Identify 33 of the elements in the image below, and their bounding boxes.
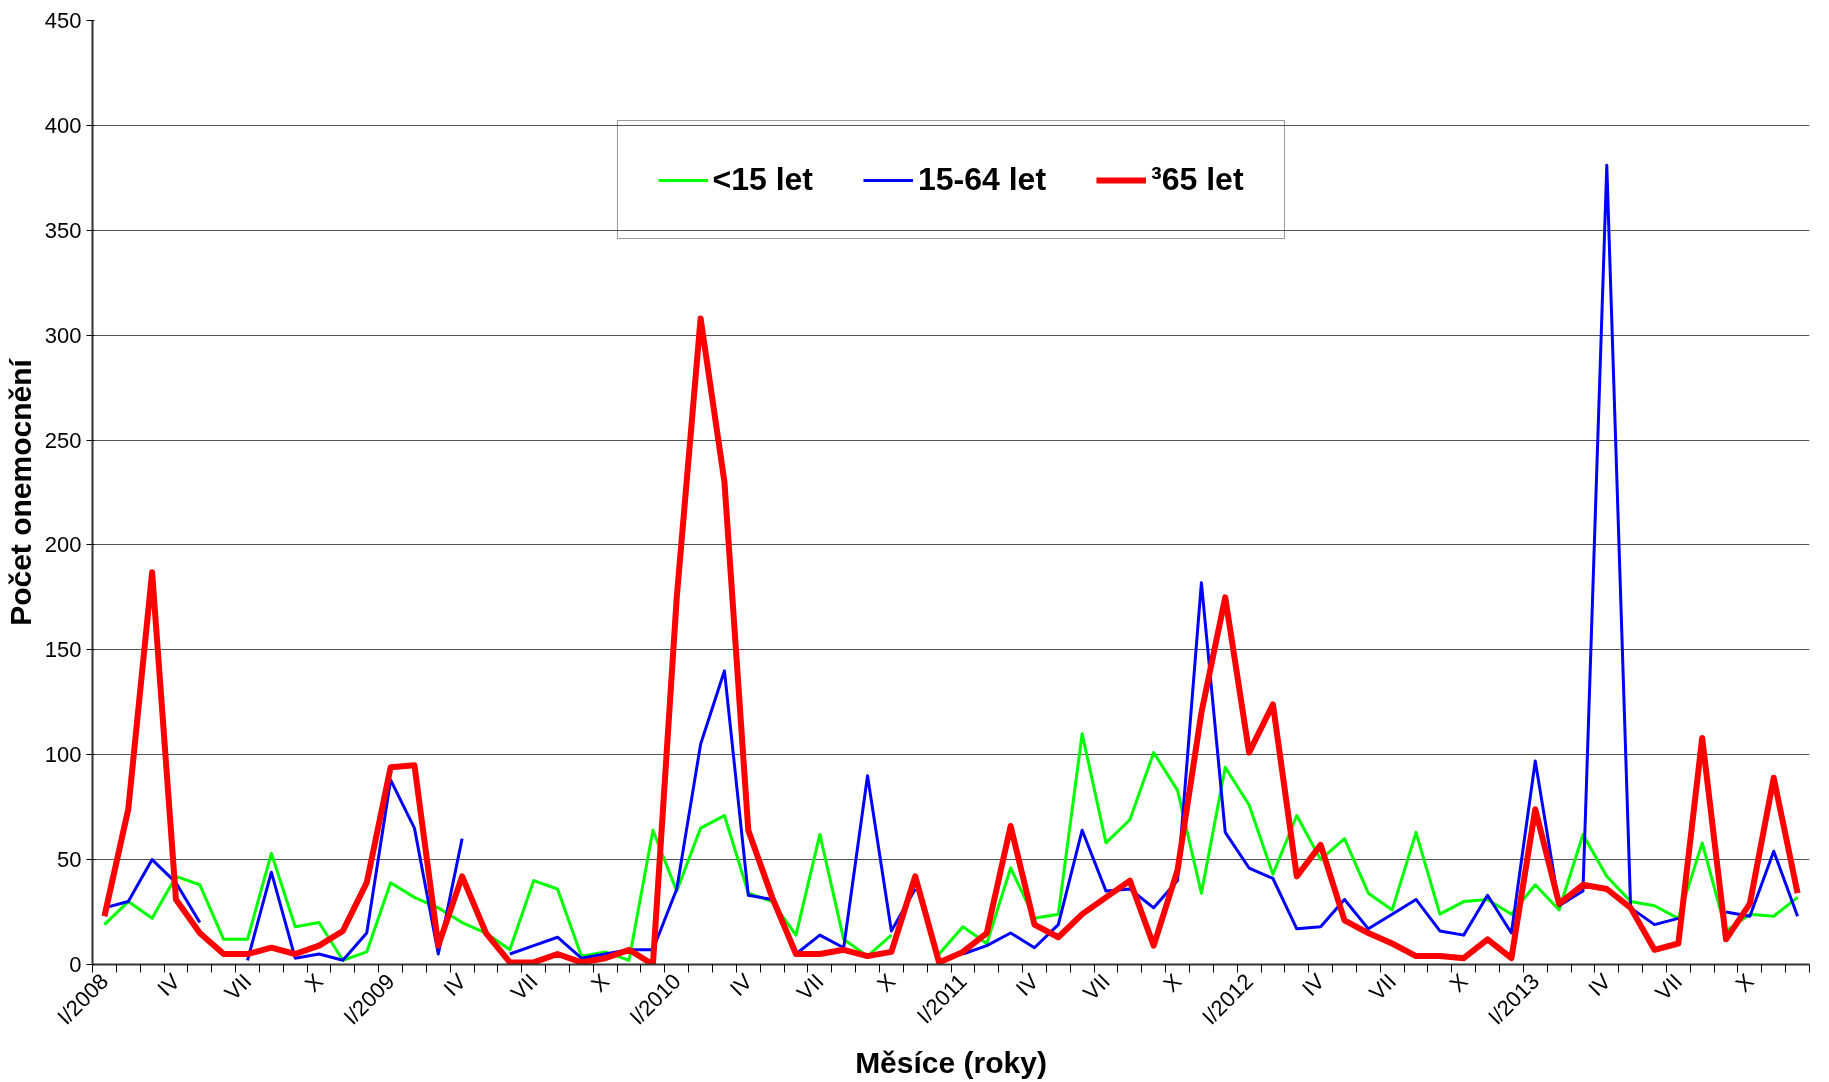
y-tick-label: 200 xyxy=(44,532,82,558)
x-tick-label: VII xyxy=(1650,968,1688,1006)
x-tick-label: X xyxy=(872,968,901,997)
y-tick-label: 350 xyxy=(44,217,82,243)
x-tick-label: VII xyxy=(1364,968,1402,1006)
x-tick-label: X xyxy=(1158,968,1187,997)
x-tick-label: IV xyxy=(1010,968,1044,1002)
x-axis-title: Měsíce (roky) xyxy=(855,1046,1047,1080)
y-tick-label: 150 xyxy=(44,637,82,663)
legend-label: 15-64 let xyxy=(917,161,1047,198)
x-tick-label: IV xyxy=(1583,968,1616,1002)
x-tick-label: IV xyxy=(438,968,472,1002)
x-tick-label: VII xyxy=(1078,968,1115,1006)
y-tick-label: 450 xyxy=(44,8,82,33)
y-tick-label: 250 xyxy=(44,427,82,453)
x-tick-label: VII xyxy=(791,968,829,1006)
y-tick-label: 400 xyxy=(44,112,82,138)
legend-label: ³65 let xyxy=(1151,161,1244,198)
x-tick-label: IV xyxy=(152,968,186,1002)
x-tick-label: X xyxy=(1444,968,1473,997)
y-tick-label: 100 xyxy=(44,742,82,768)
y-axis-title: Počet onemocnění xyxy=(3,357,37,626)
x-tick-label: X xyxy=(586,968,615,997)
x-tick-label: VII xyxy=(219,968,257,1006)
x-tick-label: IV xyxy=(1297,968,1330,1002)
x-tick-label: X xyxy=(1730,968,1759,997)
y-tick-label: 300 xyxy=(44,322,82,348)
y-tick-label: 0 xyxy=(69,952,82,977)
y-tick-label: 50 xyxy=(57,847,82,873)
x-tick-label: IV xyxy=(724,968,758,1002)
x-tick-label: X xyxy=(299,968,329,997)
x-tick-label: VII xyxy=(505,968,543,1006)
legend-label: <15 let xyxy=(712,161,813,198)
